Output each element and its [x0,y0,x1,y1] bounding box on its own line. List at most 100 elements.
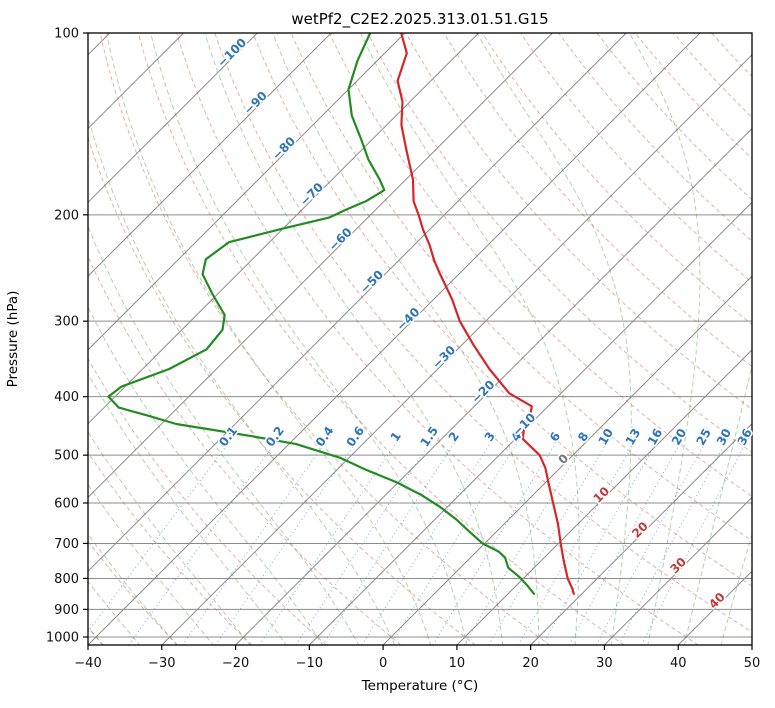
isotherm-line [161,54,752,645]
moist-adiabat-line [88,225,360,645]
mixing-ratio-label: 6 [547,430,563,444]
temperature-tick-label: 50 [744,656,761,671]
isotherm-label: −70 [297,180,326,209]
moist-adiabat-line [88,431,251,645]
isotherm-line [456,349,752,645]
temperature-tick-label: 40 [670,656,687,671]
dry-adiabat-line [290,33,752,542]
isotherm-line [88,33,480,425]
mixing-ratio-label: 25 [694,426,714,447]
chart-title: wetPf2_C2E2.2025.313.01.51.G15 [291,10,548,29]
dry-adiabat-line [88,540,178,645]
isotherm-label: −50 [357,267,386,296]
mixing-ratio-label: 2 [446,429,462,444]
isotherm-line [88,33,258,204]
dry-adiabat-line [328,33,752,497]
temperature-profile [396,33,575,595]
mixing-ratio-line [390,433,524,645]
dry-adiabat-line [88,136,476,645]
dry-adiabat-line [558,33,752,242]
isotherm-line [308,201,752,645]
isotherm-label: −100 [215,35,250,70]
isotherm-line [88,33,701,645]
mixing-ratio-line [463,433,591,645]
mixing-ratio-line [128,433,283,645]
temperature-tick-label: −20 [222,656,249,671]
mixing-ratio-line [568,433,686,645]
mixing-ratio-line [618,433,731,645]
mixing-ratio-label: 1 [388,429,404,444]
mixing-ratio-label: 16 [645,426,665,447]
isotherm-label: −60 [326,225,355,254]
dry-adiabat-line [252,33,752,587]
isotherm-label: −30 [429,343,458,372]
pressure-tick-label: 400 [54,390,79,405]
moist-adiabat-line [88,483,214,645]
isotherm-line [382,275,752,645]
dry-adiabat-line [749,33,752,37]
moist-adiabat-line [106,33,432,645]
isotherm-label: 40 [706,590,728,612]
pressure-tick-label: 600 [54,497,79,512]
moist-adiabat-line [150,33,468,645]
pressure-tick-label: 1000 [46,631,79,646]
moist-adiabat-line [88,115,396,645]
pressure-tick-label: 200 [54,208,79,223]
dry-adiabat-line [443,33,752,368]
isotherm-line [88,33,553,499]
mixing-ratio-line [215,433,363,645]
moist-adiabat-line [88,306,324,645]
mixing-ratio-label: 0.2 [263,424,287,449]
isotherm-line [88,33,406,351]
mixing-ratio-line [88,433,236,633]
dry-adiabat-line [634,33,752,160]
temperature-tick-label: 30 [596,656,613,671]
isotherm-line [530,422,752,645]
isotherm-label: 10 [591,484,613,506]
isotherm-line [88,33,332,277]
pressure-tick-label: 300 [54,315,79,330]
mixing-ratio-line [595,433,711,645]
temperature-tick-label: 10 [449,656,466,671]
moist-adiabat-line [360,33,580,645]
pressure-tick-label: 700 [54,537,79,552]
y-axis-label: Pressure (hPa) [5,291,21,388]
moist-adiabat-line [476,33,632,645]
pressure-tick-label: 100 [54,27,79,42]
moist-adiabat-line [88,533,178,645]
moist-adiabat-line [88,372,287,645]
temperature-tick-label: 0 [379,656,387,671]
mixing-ratio-label: 8 [575,430,591,444]
dry-adiabat-line [176,33,699,645]
moist-adiabat-line [628,33,701,645]
x-axis-label: Temperature (°C) [361,678,479,694]
dry-adiabat-line [88,451,253,645]
moist-adiabat-line [683,363,752,645]
isotherm-line [88,33,627,572]
isotherm-line [677,570,752,645]
dry-adiabat-line [137,33,625,645]
temperature-tick-label: −10 [296,656,323,671]
dry-adiabat-line [481,33,752,325]
dewpoint-profile [107,33,536,595]
mixing-ratio-line [361,433,498,645]
isotherm-line [235,127,752,645]
dry-adiabat-line [596,33,752,201]
mixing-ratio-label: 1.5 [418,424,441,449]
isotherm-label: 20 [629,519,651,541]
pressure-tick-label: 500 [54,449,79,464]
isotherm-line [88,33,184,130]
dry-adiabat-line [99,33,550,645]
moist-adiabat-line [720,532,752,645]
mixing-ratio-label: 13 [623,426,644,447]
dry-adiabat-line [214,33,752,633]
mixing-ratio-line [432,433,562,645]
isotherm-label: −90 [241,89,270,118]
isotherm-label: −40 [394,305,423,334]
pressure-tick-label: 800 [54,572,79,587]
temperature-tick-label: −30 [148,656,175,671]
profiles-layer [107,33,575,595]
